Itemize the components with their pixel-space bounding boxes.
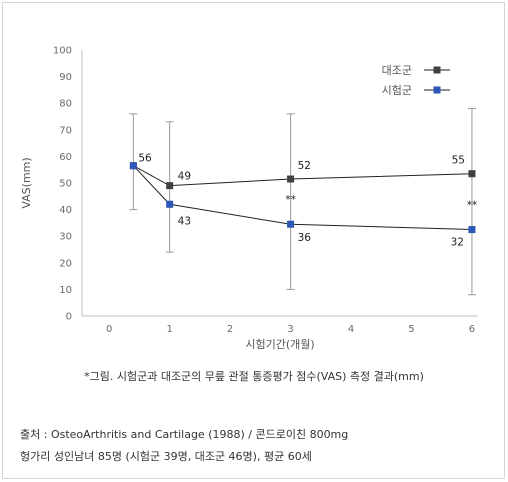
data-label: 36 (298, 232, 312, 244)
y-tick-label: 80 (59, 99, 72, 110)
y-tick-label: 60 (59, 152, 72, 163)
source-block: 출처 : OsteoArthritis and Cartilage (1988)… (20, 424, 348, 468)
y-tick-label: 20 (59, 258, 72, 269)
x-axis-title: 시험기간(개월) (245, 338, 314, 351)
x-tick-label: 6 (469, 324, 475, 335)
data-label: 56 (138, 153, 152, 165)
significance-marker: ** (285, 194, 296, 206)
x-tick-label: 2 (227, 324, 233, 335)
data-label: 43 (178, 215, 191, 227)
x-tick-label: 3 (287, 324, 293, 335)
y-tick-label: 100 (53, 46, 72, 57)
y-axis-title: VAS(mm) (20, 157, 33, 208)
significance-marker: ** (467, 199, 478, 211)
legend-marker (433, 86, 441, 94)
data-point-marker (287, 175, 295, 183)
data-point-marker (468, 170, 476, 178)
y-tick-label: 10 (59, 285, 72, 296)
source-subjects: 헝가리 성인남녀 85명 (시험군 39명, 대조군 46명), 평균 60세 (20, 450, 312, 463)
x-tick-label: 0 (106, 324, 112, 335)
series-line-control (133, 165, 472, 187)
data-point-marker (166, 182, 174, 190)
y-tick-label: 50 (59, 179, 72, 190)
y-tick-label: 40 (59, 205, 72, 216)
figure-caption: *그림. 시험군과 대조군의 무릎 관절 통증평가 점수(VAS) 측정 결과(… (84, 370, 424, 383)
series-line-test (133, 165, 472, 231)
legend-label: 대조군 (382, 64, 412, 77)
x-tick-label: 5 (408, 324, 414, 335)
data-point-marker (287, 220, 295, 228)
y-tick-label: 30 (59, 232, 72, 243)
y-tick-label: 0 (66, 312, 72, 323)
x-tick-label: 4 (348, 324, 354, 335)
data-point-marker (129, 162, 137, 170)
data-point-marker (468, 226, 476, 234)
x-tick-label: 1 (166, 324, 172, 335)
data-label: 32 (451, 237, 464, 249)
data-point-marker (166, 200, 174, 208)
data-label: 55 (452, 155, 465, 167)
data-label: 49 (178, 171, 191, 183)
y-tick-label: 70 (59, 125, 72, 136)
figure-frame (2, 2, 505, 479)
legend-marker (433, 66, 441, 74)
data-label: 52 (298, 160, 311, 172)
legend-label: 시험군 (382, 84, 412, 97)
source-reference: 출처 : OsteoArthritis and Cartilage (1988)… (20, 428, 349, 441)
y-tick-label: 90 (59, 72, 72, 83)
